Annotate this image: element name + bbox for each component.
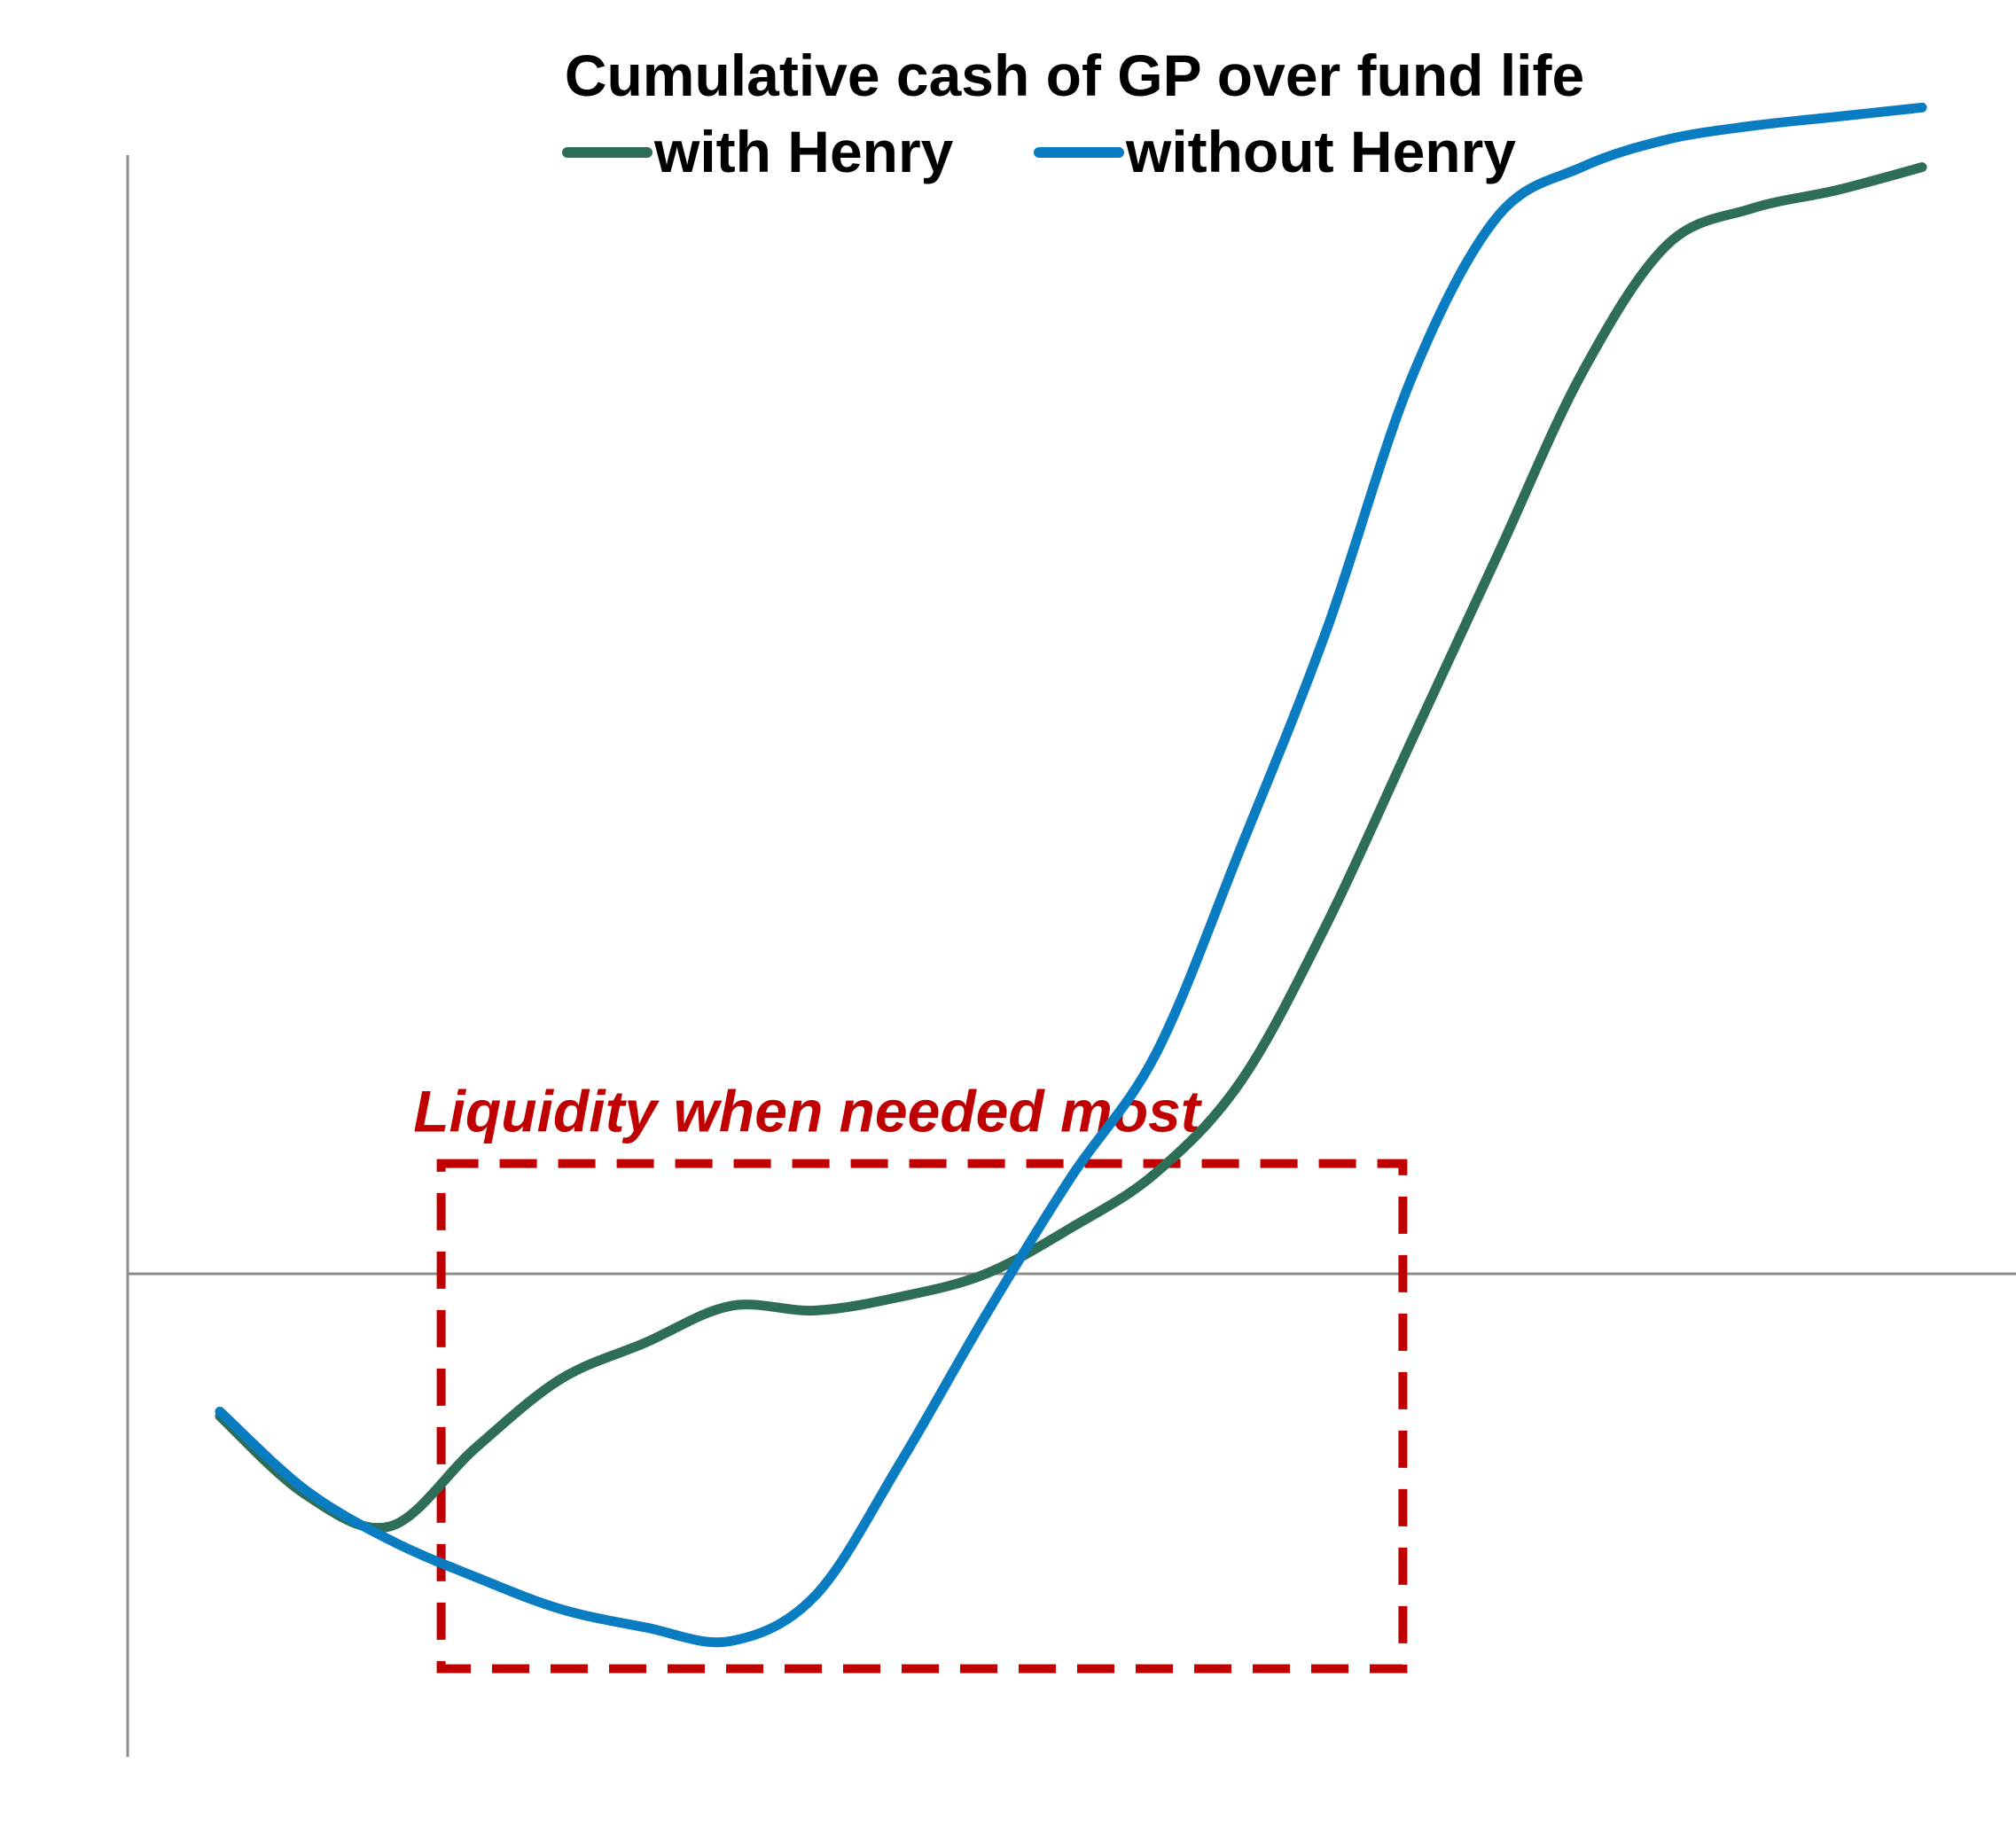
legend-label-with-henry: with Henry xyxy=(653,119,954,184)
series-layer xyxy=(215,102,1927,1648)
chart-title: Cumulative cash of GP over fund life xyxy=(565,43,1584,108)
legend-item-with-henry: with Henry xyxy=(562,119,954,184)
legend-item-without-henry: without Henry xyxy=(1034,119,1516,184)
legend: with Henry without Henry xyxy=(562,119,1516,184)
annotation-label: Liquidity when needed most xyxy=(413,1079,1202,1144)
annotation-box xyxy=(436,1159,1408,1674)
series-line-with-henry xyxy=(215,162,1927,1534)
legend-label-without-henry: without Henry xyxy=(1125,119,1516,184)
series-line-without-henry xyxy=(215,102,1927,1648)
annotation: Liquidity when needed most xyxy=(413,1079,1408,1674)
